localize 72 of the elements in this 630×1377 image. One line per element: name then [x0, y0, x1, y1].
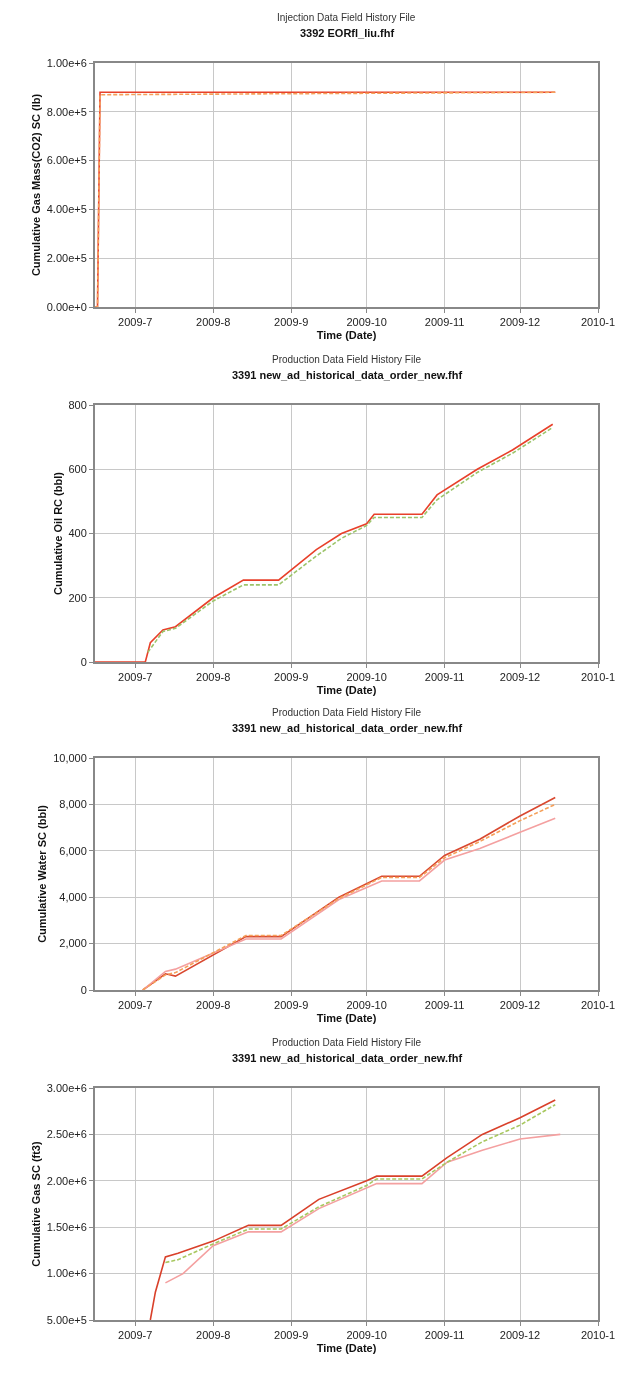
y-axis-title: Cumulative Gas SC (ft3): [29, 1141, 42, 1267]
y-tick-label: 0: [80, 655, 87, 668]
x-tick-label: 2009-12: [499, 1329, 541, 1342]
y-tick-label: 2.50e+6: [46, 1128, 87, 1141]
x-tick-label: 2009-9: [274, 999, 309, 1012]
y-tick-label: 600: [68, 463, 87, 476]
x-tick-label: 2009-8: [196, 999, 231, 1012]
line-series: [164, 1133, 562, 1284]
y-tick-label: 10,000: [53, 751, 87, 764]
x-tick-label: 2010-1: [580, 316, 616, 329]
x-tick-label: 2009-7: [118, 999, 153, 1012]
line-series: [95, 423, 554, 662]
y-tick-label: 2.00e+5: [46, 252, 87, 265]
y-tick-label: 4,000: [59, 891, 87, 904]
chart-title: 3391 new_ad_historical_data_order_new.fhf: [232, 1052, 463, 1064]
y-axis-title: Cumulative Gas Mass(CO2) SC (lb): [29, 93, 42, 277]
y-tick-label: 5.00e+5: [46, 1313, 87, 1326]
x-tick-label: 2009-10: [346, 671, 387, 684]
y-axis-title: Cumulative Water SC (bbl): [36, 804, 49, 943]
chart-subtitle: Injection Data Field History File: [277, 12, 416, 23]
x-tick-label: 2010-1: [580, 999, 616, 1012]
y-tick-label: 0.00e+0: [46, 300, 87, 313]
x-tick-label: 2009-8: [196, 316, 231, 329]
x-tick-label: 2009-9: [274, 316, 309, 329]
chart-subtitle: Production Data Field History File: [272, 1037, 422, 1048]
x-tick-label: 2009-11: [424, 1329, 465, 1342]
y-tick-label: 1.00e+6: [46, 56, 87, 69]
y-tick-label: 2.00e+6: [46, 1174, 87, 1187]
x-tick-label: 2009-11: [424, 999, 465, 1012]
y-tick-label: 0: [80, 983, 87, 996]
x-tick-label: 2010-1: [580, 671, 616, 684]
x-axis-title: Time (Date): [316, 1011, 377, 1024]
x-tick-label: 2009-11: [424, 671, 465, 684]
x-tick-label: 2009-12: [499, 999, 541, 1012]
line-series: [149, 1099, 557, 1320]
y-tick-label: 6,000: [59, 844, 87, 857]
x-tick-label: 2009-10: [346, 316, 387, 329]
x-tick-label: 2009-8: [196, 1329, 231, 1342]
x-tick-label: 2009-8: [196, 671, 231, 684]
y-axis-title: Cumulative Oil RC (bbl): [51, 471, 64, 595]
x-tick-label: 2009-9: [274, 671, 309, 684]
line-series: [164, 1103, 557, 1264]
y-tick-label: 800: [68, 398, 87, 411]
x-axis-title: Time (Date): [316, 1341, 377, 1354]
line-series: [147, 426, 554, 654]
x-tick-label: 2009-9: [274, 1329, 309, 1342]
y-tick-label: 1.50e+6: [46, 1221, 87, 1234]
x-tick-label: 2009-10: [346, 1329, 387, 1342]
y-tick-label: 3.00e+6: [46, 1081, 87, 1094]
y-tick-label: 1.00e+6: [46, 1267, 87, 1280]
x-tick-label: 2009-12: [499, 671, 541, 684]
y-tick-label: 400: [68, 527, 87, 540]
chart-subtitle: Production Data Field History File: [272, 354, 422, 365]
x-tick-label: 2009-7: [118, 316, 153, 329]
chart-title: 3391 new_ad_historical_data_order_new.fhf: [232, 369, 463, 381]
y-tick-label: 8,000: [59, 798, 87, 811]
y-tick-label: 2,000: [59, 937, 87, 950]
chart-title: 3391 new_ad_historical_data_order_new.fhf: [232, 722, 463, 734]
y-tick-label: 4.00e+5: [46, 203, 87, 216]
chart-title: 3392 EORfl_liu.fhf: [300, 27, 395, 39]
y-tick-label: 6.00e+5: [46, 154, 87, 167]
chart-subtitle: Production Data Field History File: [272, 707, 422, 718]
x-axis-title: Time (Date): [316, 683, 377, 696]
x-tick-label: 2009-12: [499, 316, 541, 329]
y-tick-label: 200: [68, 591, 87, 604]
x-tick-label: 2009-7: [118, 1329, 153, 1342]
x-tick-label: 2009-10: [346, 999, 387, 1012]
y-tick-label: 8.00e+5: [46, 105, 87, 118]
x-axis-title: Time (Date): [316, 328, 377, 341]
x-tick-label: 2009-11: [424, 316, 465, 329]
x-tick-label: 2010-1: [580, 1329, 616, 1342]
x-tick-label: 2009-7: [118, 671, 153, 684]
